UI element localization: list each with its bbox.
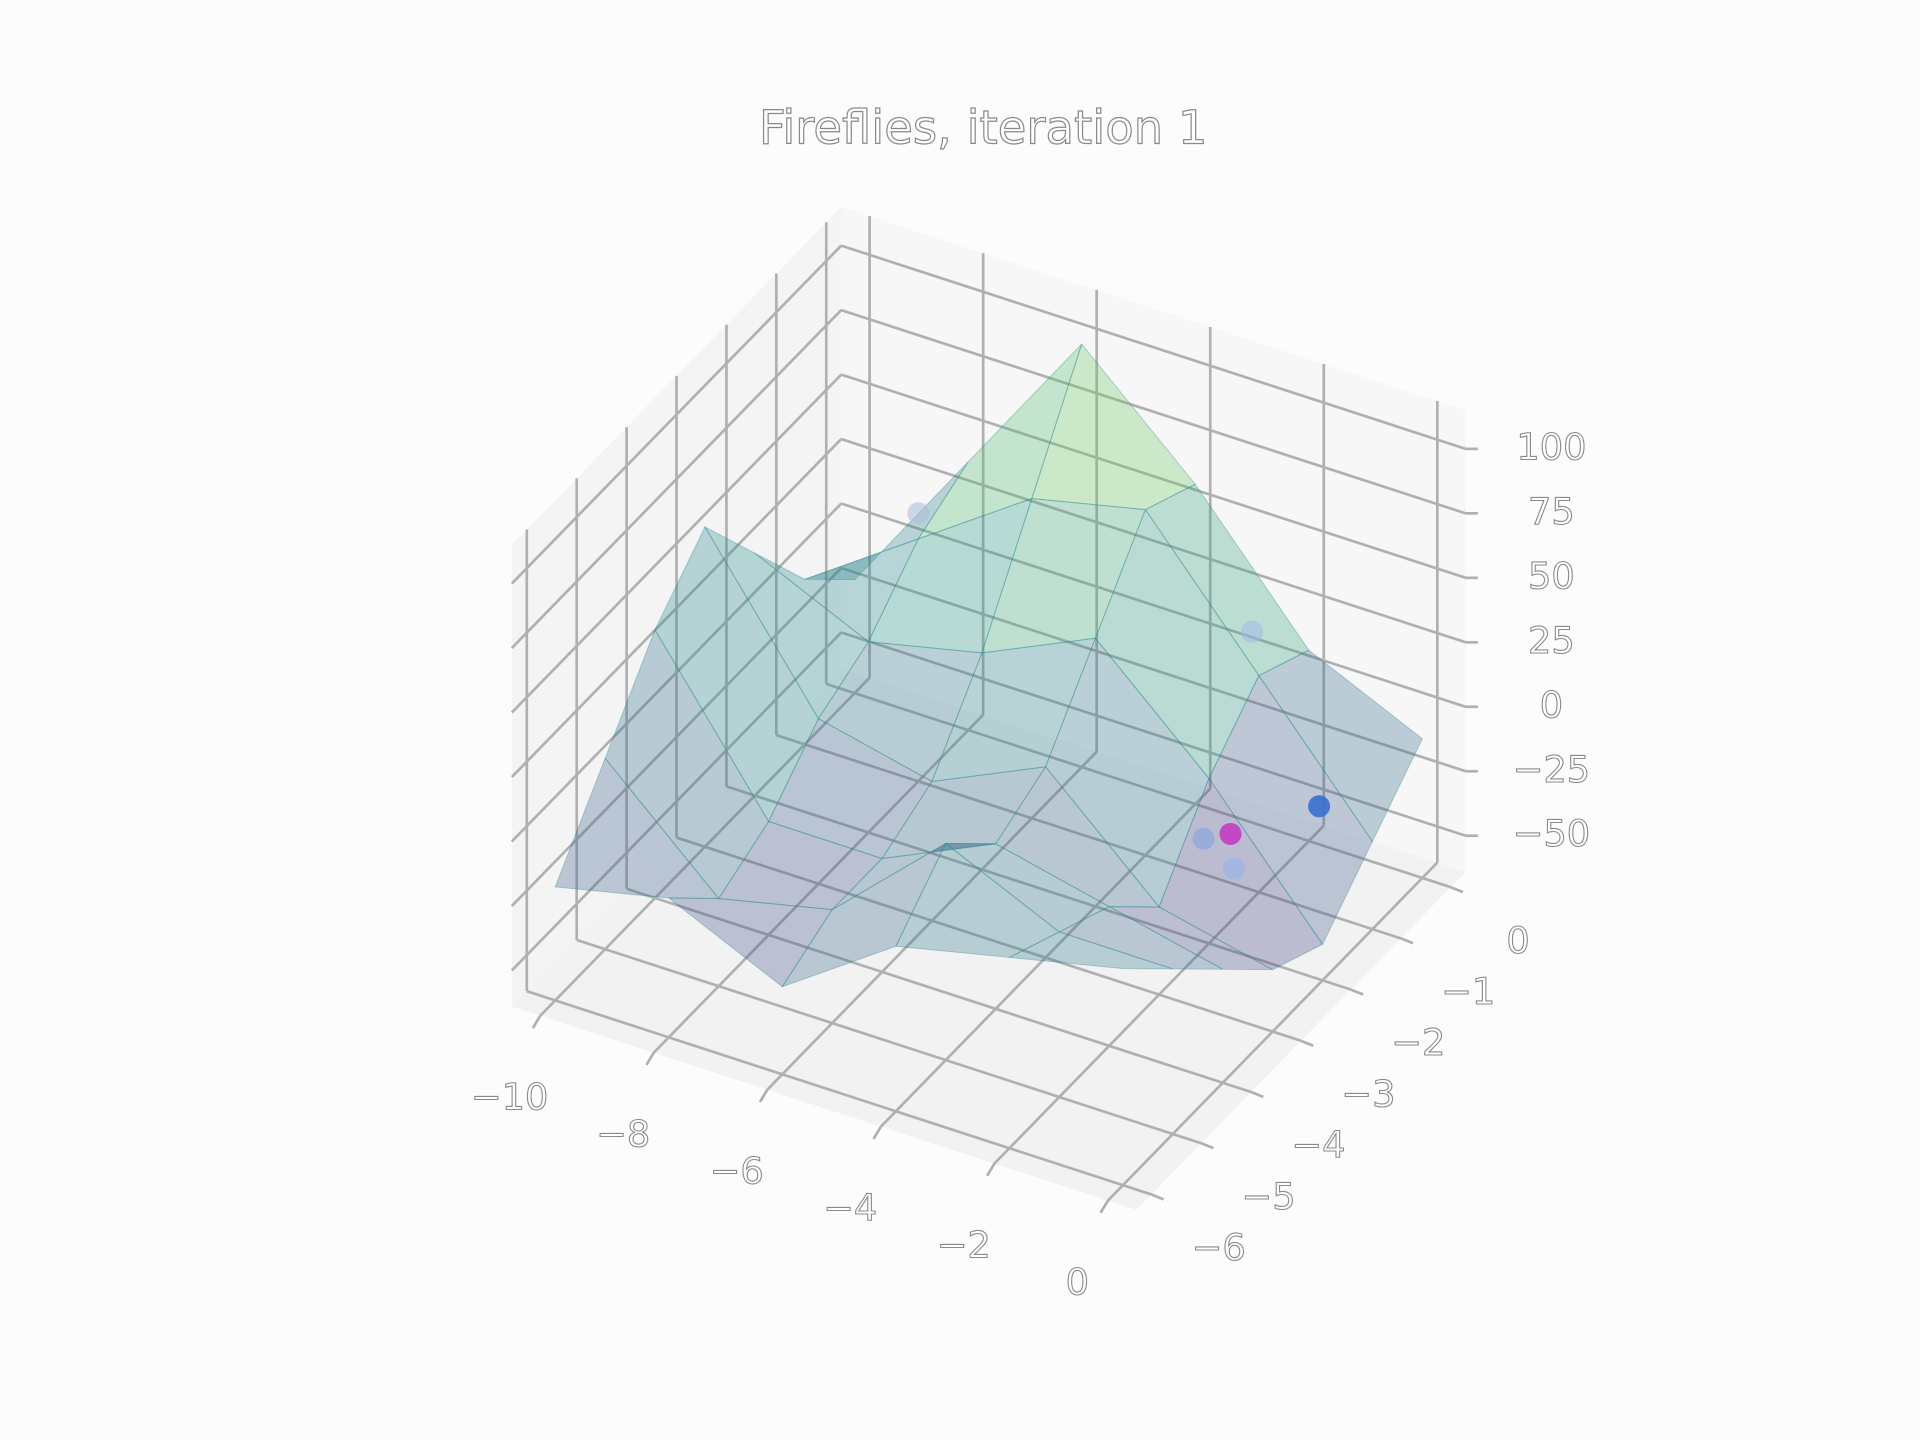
grid-line bbox=[840, 373, 1467, 580]
x-tick-label: −2 bbox=[937, 1223, 991, 1266]
x-tick-label: 0 bbox=[1066, 1260, 1089, 1303]
chart-title: Fireflies, iteration 1 bbox=[759, 101, 1208, 155]
y-tick-label: −2 bbox=[1391, 1021, 1445, 1064]
tick-mark bbox=[872, 1125, 883, 1140]
surface-cell bbox=[1007, 931, 1173, 970]
z-tick-label: 100 bbox=[1516, 425, 1586, 468]
firefly bbox=[1192, 827, 1215, 850]
tick-mark bbox=[1250, 1090, 1264, 1099]
grid-line bbox=[840, 308, 1467, 515]
grid-line bbox=[510, 502, 843, 843]
z-tick-label: 0 bbox=[1540, 683, 1563, 726]
surface-cell bbox=[881, 766, 1047, 860]
grid-line bbox=[626, 887, 1252, 1094]
surface-cell bbox=[895, 842, 1061, 958]
firefly bbox=[1219, 822, 1242, 845]
tick-mark bbox=[1150, 1193, 1165, 1201]
tick-mark bbox=[1450, 885, 1464, 894]
grid-line bbox=[825, 682, 1452, 889]
y-tick-label: −3 bbox=[1341, 1072, 1395, 1115]
surface-cell bbox=[817, 641, 983, 783]
surface-cell bbox=[831, 842, 996, 911]
surface-cell bbox=[917, 343, 1083, 540]
surface-cell bbox=[554, 757, 720, 900]
z-tick-label: 25 bbox=[1528, 619, 1575, 662]
y-tick-label: −4 bbox=[1291, 1124, 1345, 1167]
surface-cell bbox=[667, 897, 834, 988]
tick-mark bbox=[1400, 937, 1414, 945]
grid-line bbox=[576, 938, 1202, 1145]
tick-mark bbox=[531, 1015, 542, 1029]
surface-cell bbox=[1144, 483, 1310, 677]
surface-cell bbox=[767, 717, 933, 860]
grid-line bbox=[726, 785, 1352, 991]
grid-line bbox=[775, 733, 1402, 940]
z-tick-label: −50 bbox=[1513, 812, 1591, 855]
surface-cell bbox=[804, 461, 969, 581]
x-tick-label: −8 bbox=[596, 1112, 650, 1155]
grid-line bbox=[510, 631, 843, 972]
surface-cell bbox=[717, 820, 884, 911]
tick-mark bbox=[985, 1162, 996, 1177]
z-tick-label: −25 bbox=[1513, 748, 1591, 791]
grid-line bbox=[840, 502, 1467, 709]
surface-cell bbox=[1045, 637, 1210, 908]
surface-cell bbox=[1208, 674, 1373, 946]
surface-cell bbox=[994, 765, 1161, 908]
tick-mark bbox=[645, 1052, 655, 1066]
surface-cell bbox=[604, 628, 770, 900]
x-tick-label: −6 bbox=[710, 1149, 764, 1192]
firefly bbox=[1222, 857, 1245, 880]
tick-mark bbox=[1099, 1199, 1110, 1214]
surface-cell bbox=[981, 497, 1147, 654]
x-tick-label: −4 bbox=[823, 1186, 877, 1229]
tick-mark bbox=[758, 1088, 769, 1103]
surface-cell bbox=[754, 538, 920, 643]
grid-line bbox=[526, 989, 1152, 1196]
grid-line bbox=[676, 836, 1302, 1043]
grid-line bbox=[510, 309, 843, 649]
grid-line bbox=[510, 567, 843, 907]
firefly bbox=[907, 502, 930, 525]
grid-line bbox=[510, 373, 843, 714]
tick-mark bbox=[1300, 1039, 1314, 1047]
z-tick-label: 50 bbox=[1528, 554, 1575, 597]
surface-cell bbox=[781, 842, 947, 988]
surface-cell bbox=[1094, 508, 1260, 780]
firefly bbox=[1308, 795, 1331, 818]
firefly bbox=[1241, 620, 1264, 643]
y-tick-label: −1 bbox=[1441, 970, 1495, 1013]
surface-cell bbox=[867, 497, 1033, 654]
y-tick-label: −6 bbox=[1192, 1226, 1246, 1269]
grid-line bbox=[840, 566, 1467, 773]
tick-mark bbox=[1350, 988, 1364, 996]
surface-cell bbox=[1031, 343, 1196, 511]
y-tick-label: −5 bbox=[1241, 1175, 1295, 1218]
grid-line bbox=[840, 437, 1467, 644]
grid-line bbox=[510, 438, 843, 778]
surface-cell bbox=[703, 525, 870, 720]
grid-line bbox=[840, 244, 1467, 451]
grid-line bbox=[840, 631, 1467, 838]
x-tick-label: −10 bbox=[471, 1076, 549, 1119]
surface-cell bbox=[1058, 906, 1224, 970]
surface-cell bbox=[1108, 906, 1273, 971]
surface-cell bbox=[931, 637, 1097, 783]
y-tick-label: 0 bbox=[1506, 919, 1529, 962]
surface-cell bbox=[944, 842, 1111, 933]
surface-cell bbox=[654, 525, 820, 823]
tick-mark bbox=[1200, 1141, 1214, 1150]
z-tick-label: 75 bbox=[1528, 490, 1575, 533]
surface-cell bbox=[1258, 649, 1423, 843]
grid-line bbox=[510, 244, 843, 585]
